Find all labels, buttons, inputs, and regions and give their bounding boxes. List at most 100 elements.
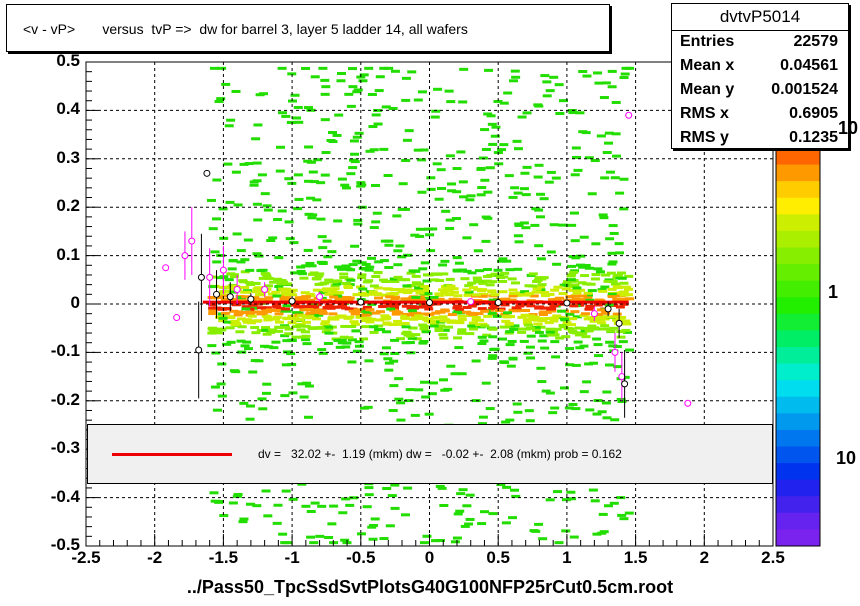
scatter-cell xyxy=(574,333,584,337)
scatter-cell xyxy=(429,381,439,385)
scatter-cell xyxy=(231,170,241,174)
scatter-cell xyxy=(488,298,498,302)
scatter-cell xyxy=(554,541,564,545)
scatter-cell xyxy=(418,267,428,271)
scatter-cell xyxy=(477,342,487,346)
scatter-cell xyxy=(507,516,517,520)
scatter-cell xyxy=(615,305,625,309)
scatter-cell xyxy=(300,291,310,295)
scatter-cell xyxy=(444,325,454,329)
scatter-cell xyxy=(208,227,218,231)
scatter-cell xyxy=(585,298,595,302)
scatter-cell xyxy=(209,296,219,300)
scatter-cell xyxy=(539,197,549,201)
scatter-cell xyxy=(430,115,440,119)
scatter-cell xyxy=(236,317,246,321)
scatter-cell xyxy=(364,268,374,272)
scatter-cell xyxy=(615,276,625,280)
scatter-cell xyxy=(252,179,262,183)
scatter-cell xyxy=(357,291,367,295)
scatter-cell xyxy=(306,294,316,298)
scatter-cell xyxy=(215,295,225,299)
scatter-cell xyxy=(349,320,359,324)
scatter-cell xyxy=(384,265,394,269)
scatter-cell xyxy=(498,279,508,283)
scatter-cell xyxy=(589,319,599,323)
scatter-cell xyxy=(528,284,538,288)
scatter-cell xyxy=(553,285,563,289)
scatter-cell xyxy=(457,328,467,332)
scatter-cell xyxy=(538,311,548,315)
scatter-cell xyxy=(424,307,434,311)
scatter-cell xyxy=(481,147,491,151)
scatter-cell xyxy=(420,284,430,288)
scatter-cell xyxy=(355,315,365,319)
scatter-cell xyxy=(322,287,332,291)
palette-segment xyxy=(776,429,820,447)
scatter-cell xyxy=(483,112,493,116)
scatter-cell xyxy=(380,317,390,321)
scatter-cell xyxy=(575,263,585,267)
palette-segment xyxy=(776,347,820,365)
scatter-cell xyxy=(545,327,555,331)
scatter-cell xyxy=(508,288,518,292)
scatter-cell xyxy=(472,293,482,297)
scatter-cell xyxy=(422,279,432,283)
scatter-cell xyxy=(386,307,396,311)
scatter-cell xyxy=(392,214,402,218)
scatter-cell xyxy=(602,416,612,420)
scatter-cell xyxy=(310,310,320,314)
scatter-cell xyxy=(604,363,614,367)
scatter-cell xyxy=(302,342,312,346)
scatter-cell xyxy=(328,140,338,144)
scatter-cell xyxy=(277,66,287,70)
scatter-cell xyxy=(439,504,449,508)
scatter-cell xyxy=(328,312,338,316)
scatter-cell xyxy=(558,223,568,227)
scatter-cell xyxy=(227,298,237,302)
scatter-cell xyxy=(281,489,291,493)
scatter-cell xyxy=(480,128,490,132)
scatter-cell xyxy=(250,296,260,300)
scatter-cell xyxy=(521,293,531,297)
scatter-cell xyxy=(526,273,536,277)
scatter-cell xyxy=(608,260,618,264)
scatter-cell xyxy=(344,336,354,340)
scatter-cell xyxy=(340,538,350,542)
scatter-cell xyxy=(238,520,248,524)
scatter-cell xyxy=(239,517,249,521)
scatter-cell xyxy=(475,323,485,327)
scatter-cell xyxy=(277,279,287,283)
scatter-cell xyxy=(488,280,498,284)
scatter-cell xyxy=(354,340,364,344)
scatter-cell xyxy=(317,310,327,314)
scatter-cell xyxy=(304,145,314,149)
scatter-cell xyxy=(390,352,400,356)
scatter-cell xyxy=(406,313,416,317)
scatter-cell xyxy=(299,276,309,280)
scatter-cell xyxy=(354,344,364,348)
scatter-cell xyxy=(290,271,300,275)
scatter-cell xyxy=(307,326,317,330)
scatter-cell xyxy=(391,310,401,314)
scatter-cell xyxy=(490,134,500,138)
stats-value: 0.001524 xyxy=(771,81,838,98)
scatter-cell xyxy=(567,497,577,501)
scatter-cell xyxy=(337,302,347,306)
scatter-cell xyxy=(210,499,220,503)
scatter-cell xyxy=(412,337,422,341)
scatter-cell xyxy=(209,491,219,495)
scatter-cell xyxy=(292,311,302,315)
scatter-cell xyxy=(511,494,521,498)
scatter-cell xyxy=(440,388,450,392)
scatter-cell xyxy=(499,101,509,105)
scatter-cell xyxy=(217,66,227,70)
scatter-cell xyxy=(324,327,334,331)
scatter-cell xyxy=(605,170,615,174)
scatter-cell xyxy=(462,504,472,508)
profile-magenta-point xyxy=(316,293,324,301)
profile-magenta-point xyxy=(206,273,214,281)
profile-black-point xyxy=(288,297,296,305)
scatter-cell xyxy=(581,131,591,135)
scatter-cell xyxy=(554,83,564,87)
